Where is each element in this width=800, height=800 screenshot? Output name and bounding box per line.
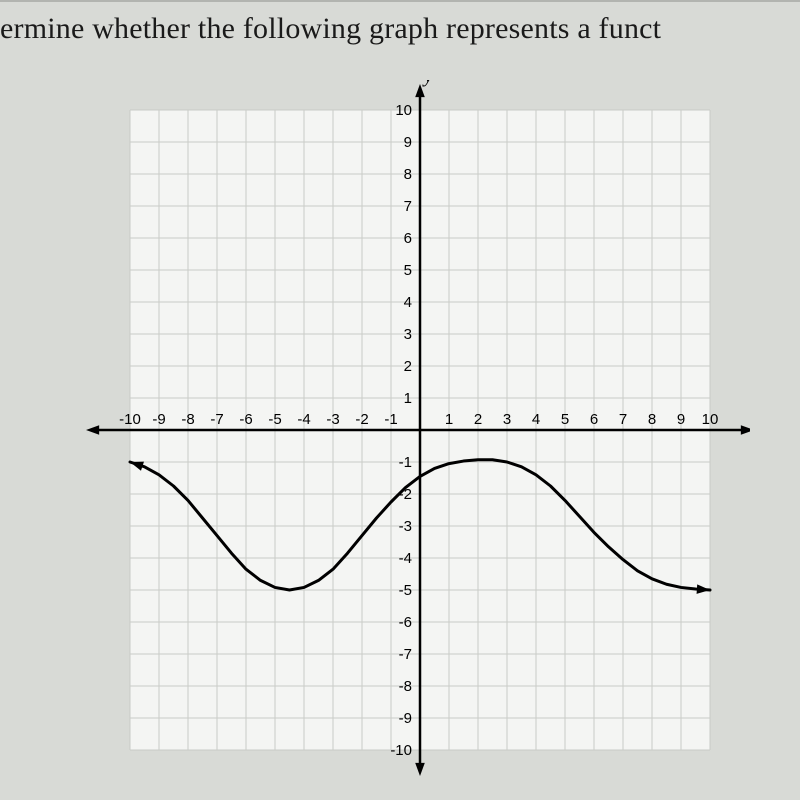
svg-text:2: 2	[404, 358, 412, 375]
page: ermine whether the following graph repre…	[0, 0, 800, 800]
svg-text:-4: -4	[399, 550, 412, 567]
svg-text:-7: -7	[210, 411, 223, 428]
question-text: ermine whether the following graph repre…	[0, 12, 800, 46]
svg-text:9: 9	[404, 134, 412, 151]
svg-text:-10: -10	[390, 742, 412, 759]
svg-text:-5: -5	[268, 411, 281, 428]
svg-text:-10: -10	[119, 411, 141, 428]
svg-text:-9: -9	[152, 411, 165, 428]
chart-container: -10-9-8-7-6-5-4-3-2-112345678910-10-9-8-…	[50, 80, 750, 780]
svg-text:4: 4	[532, 411, 540, 428]
svg-text:y: y	[422, 80, 433, 87]
svg-text:-1: -1	[399, 454, 412, 471]
svg-text:9: 9	[677, 411, 685, 428]
svg-text:8: 8	[404, 166, 412, 183]
top-divider	[0, 0, 800, 2]
svg-text:6: 6	[590, 411, 598, 428]
svg-text:-4: -4	[297, 411, 310, 428]
svg-text:3: 3	[503, 411, 511, 428]
svg-text:-8: -8	[181, 411, 194, 428]
svg-text:5: 5	[404, 262, 412, 279]
svg-text:1: 1	[404, 390, 412, 407]
svg-text:6: 6	[404, 230, 412, 247]
svg-text:4: 4	[404, 294, 412, 311]
svg-text:5: 5	[561, 411, 569, 428]
svg-text:3: 3	[404, 326, 412, 343]
svg-text:2: 2	[474, 411, 482, 428]
svg-text:7: 7	[619, 411, 627, 428]
svg-text:10: 10	[702, 411, 719, 428]
svg-text:1: 1	[445, 411, 453, 428]
svg-text:-2: -2	[355, 411, 368, 428]
svg-text:10: 10	[395, 102, 412, 119]
svg-text:-3: -3	[399, 518, 412, 535]
svg-text:8: 8	[648, 411, 656, 428]
function-graph: -10-9-8-7-6-5-4-3-2-112345678910-10-9-8-…	[50, 80, 750, 780]
svg-text:-1: -1	[384, 411, 397, 428]
svg-text:-5: -5	[399, 582, 412, 599]
svg-text:-6: -6	[239, 411, 252, 428]
svg-text:-6: -6	[399, 614, 412, 631]
svg-text:7: 7	[404, 198, 412, 215]
svg-text:-3: -3	[326, 411, 339, 428]
svg-text:-7: -7	[399, 646, 412, 663]
svg-text:-9: -9	[399, 710, 412, 727]
svg-text:-8: -8	[399, 678, 412, 695]
